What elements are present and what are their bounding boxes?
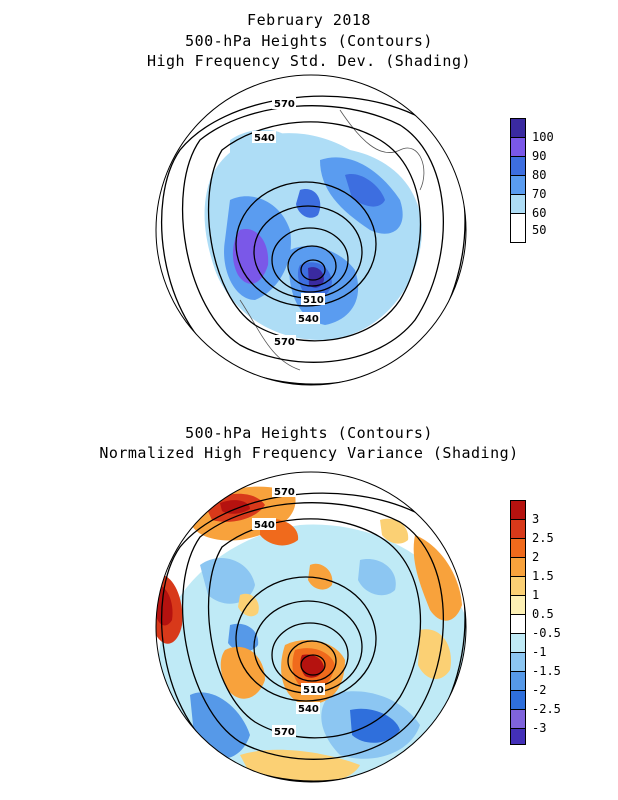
top-color-legend: 100 90 80 70 60 50	[510, 118, 570, 248]
bottom-legend-swatch	[510, 614, 526, 634]
bottom-contour-label-540-north: 540	[254, 520, 275, 531]
bottom-legend-label: -1.5	[532, 664, 561, 678]
bottom-contour-labels: 570 540 510 540 570	[252, 485, 325, 738]
bottom-legend-swatch	[510, 633, 526, 653]
top-contour-label-570-north: 570	[274, 99, 295, 110]
top-legend-swatch	[510, 156, 526, 176]
bottom-legend-label: -2	[532, 683, 547, 697]
bottom-legend-swatch	[510, 576, 526, 596]
top-title-line-3: High Frequency Std. Dev. (Shading)	[146, 52, 472, 70]
bottom-variance-shading	[156, 486, 466, 782]
bottom-legend-swatch	[510, 595, 526, 615]
top-contour-label-570-south: 570	[274, 337, 295, 348]
bottom-legend-swatch	[510, 690, 526, 710]
bottom-color-legend: 3 2.5 2 1.5 1 0.5 -0.5 -1 -1.5 -2 -2.5 -…	[510, 500, 580, 745]
top-legend-label: 100	[532, 130, 554, 144]
bottom-title-line-2: Normalized High Frequency Variance (Shad…	[99, 444, 519, 462]
top-polar-map: 570 540 510 540 570	[155, 74, 467, 386]
bottom-legend-label: -1	[532, 645, 547, 659]
bottom-legend-swatch	[510, 709, 526, 729]
top-title-line-1: February 2018	[247, 11, 371, 29]
top-legend-swatch	[510, 194, 526, 214]
bottom-legend-swatch	[510, 538, 526, 558]
top-contour-label-540-south: 540	[298, 314, 319, 325]
bottom-legend-swatch	[510, 728, 526, 745]
top-legend-swatch	[510, 213, 526, 243]
top-legend-swatch	[510, 137, 526, 157]
bottom-legend-label: -2.5	[532, 702, 561, 716]
bottom-contour-label-570-north: 570	[274, 487, 295, 498]
bottom-title-line-1: 500-hPa Heights (Contours)	[185, 424, 433, 442]
bottom-legend-label: -0.5	[532, 626, 561, 640]
top-legend-label: 70	[532, 187, 547, 201]
top-contour-label-540-north: 540	[254, 133, 275, 144]
bottom-polar-map: 570 540 510 540 570	[155, 471, 467, 783]
top-legend-label: 60	[532, 206, 547, 220]
top-legend-label: 80	[532, 168, 547, 182]
top-legend-label: 50	[532, 223, 547, 237]
bottom-legend-swatch	[510, 500, 526, 520]
bottom-legend-label: 2	[532, 550, 540, 564]
bottom-legend-swatch	[510, 671, 526, 691]
bottom-legend-swatch	[510, 519, 526, 539]
bottom-legend-label: 1.5	[532, 569, 554, 583]
bottom-legend-label: 2.5	[532, 531, 554, 545]
top-contour-label-510: 510	[303, 295, 324, 306]
bottom-legend-swatch	[510, 652, 526, 672]
bottom-legend-label: 1	[532, 588, 540, 602]
top-contour-labels: 570 540 510 540 570	[252, 97, 325, 348]
top-std-dev-shading	[160, 95, 466, 385]
bottom-legend-label: 0.5	[532, 607, 554, 621]
bottom-legend-label: -3	[532, 721, 547, 735]
top-legend-swatch	[510, 175, 526, 195]
bottom-legend-swatch	[510, 557, 526, 577]
top-legend-label: 90	[532, 149, 547, 163]
bottom-contour-label-510: 510	[303, 685, 324, 696]
top-legend-swatch	[510, 118, 526, 138]
bottom-contour-label-570-south: 570	[274, 727, 295, 738]
bottom-contour-label-540-south: 540	[298, 704, 319, 715]
bottom-legend-label: 3	[532, 512, 540, 526]
top-title-line-2: 500-hPa Heights (Contours)	[185, 32, 433, 50]
